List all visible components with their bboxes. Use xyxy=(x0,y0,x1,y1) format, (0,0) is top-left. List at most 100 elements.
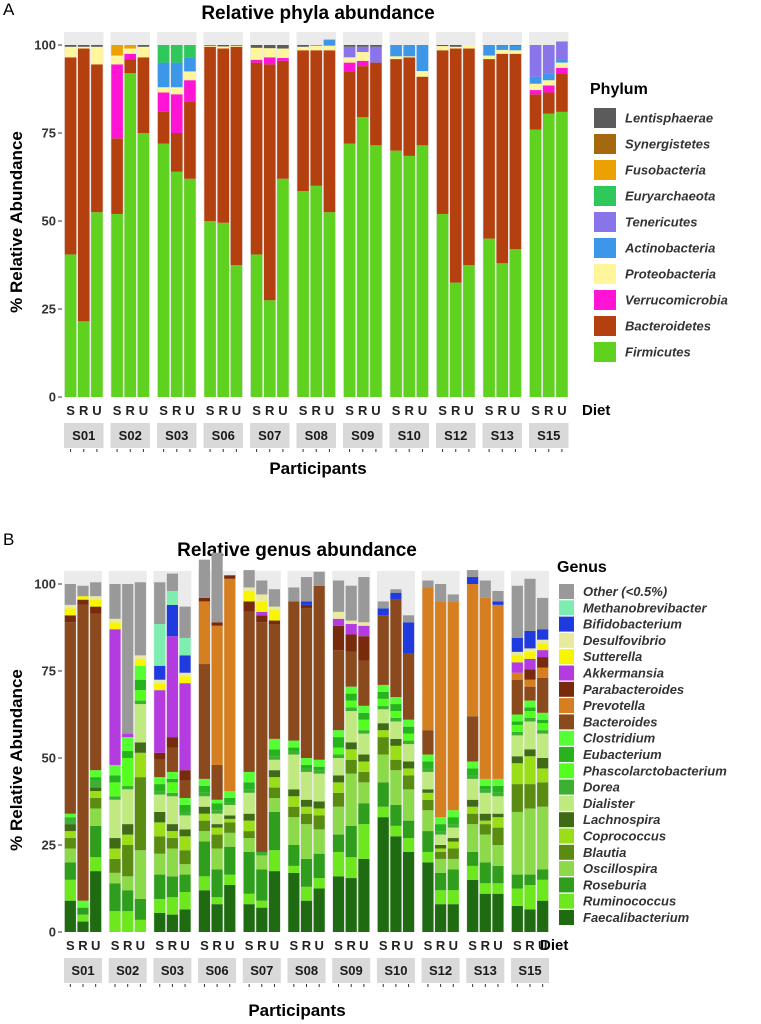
bar-segment-dorea xyxy=(492,792,504,797)
bar-segment-oscillospira xyxy=(447,858,459,870)
bar-segment-bacteroides xyxy=(402,653,415,720)
panel-a-y-axis-label: % Relative Abundance xyxy=(7,131,26,313)
bar-segment-bacteroidetes xyxy=(529,94,542,130)
legend-swatch-lachnospira xyxy=(559,812,574,828)
participant-strip xyxy=(64,958,102,983)
bar-segment-coprococcus xyxy=(332,782,345,793)
bar-segment-eubacterium xyxy=(198,785,211,793)
bar-segment-eubacterium xyxy=(268,749,281,757)
bar-segment-roseburia xyxy=(358,803,370,825)
bar-segment-bacteroides xyxy=(198,664,211,779)
bar-segment-proteobacteria xyxy=(323,45,336,51)
bar-segment-oscillospira xyxy=(90,808,102,826)
diet-tick-label: S xyxy=(392,403,401,418)
bar-segment-blautia xyxy=(537,782,549,807)
bar-segment-parabacteroides xyxy=(243,601,255,612)
bar-segment-lachnospira xyxy=(224,815,236,819)
bar-segment-faecalibacterium xyxy=(300,900,313,932)
legend-swatch-lentisphaerae xyxy=(594,108,616,128)
participant-label: S07 xyxy=(250,963,273,978)
bar-segment-proteobacteria xyxy=(343,57,356,63)
bar-segment-euryarchaeota xyxy=(170,45,183,63)
bar-segment-coprococcus xyxy=(122,834,134,845)
bar-segment-lachnospira xyxy=(64,824,76,832)
bar-segment-ruminococcus xyxy=(243,893,255,905)
bar-segment-oscillospira xyxy=(122,876,134,891)
bar-segment-roseburia xyxy=(268,811,281,851)
bar-segment-roseburia xyxy=(377,782,389,807)
bar-segment-oscillospira xyxy=(479,834,491,863)
diet-tick-label: U xyxy=(232,403,241,418)
bar-segment-ruminococcus xyxy=(179,891,191,910)
bar-segment-bacteroides xyxy=(313,585,325,760)
panel-a-title: Relative phyla abundance xyxy=(201,3,434,24)
legend-swatch-eubacterium xyxy=(559,747,574,762)
bar-segment-proteobacteria xyxy=(204,45,216,47)
bar-segment-desulfovibrio xyxy=(268,606,281,611)
bar-segment-eubacterium xyxy=(288,747,300,752)
bar-segment-eubacterium xyxy=(511,721,523,725)
bar-segment-firmicutes xyxy=(297,191,309,397)
bar-segment-other-0-5 xyxy=(402,615,415,623)
bar-segment-bacteroides xyxy=(390,599,402,698)
bar-segment-ruminococcus xyxy=(256,900,268,908)
bar-segment-other-0-5 xyxy=(122,584,134,734)
bar-segment-faecalibacterium xyxy=(467,879,479,932)
bar-segment-akkermansia xyxy=(154,690,166,753)
legend-label-roseburia: Roseburia xyxy=(583,877,647,892)
bar-segment-verrucomicrobia xyxy=(250,59,263,63)
panel-a-letter: A xyxy=(3,0,15,19)
bar-segment-tenericutes xyxy=(542,45,555,74)
bar-segment-phascolarctobacterium xyxy=(166,782,178,793)
bar-segment-other-0-5 xyxy=(211,552,223,623)
bar-segment-firmicutes xyxy=(217,222,230,397)
bar-segment-proteobacteria xyxy=(184,71,196,81)
bar-segment-coprococcus xyxy=(492,817,504,828)
bar-segment-lachnospira xyxy=(288,789,300,797)
diet-tick-label: U xyxy=(225,938,234,953)
bar-segment-verrucomicrobia xyxy=(542,85,555,93)
diet-tick-label: R xyxy=(405,403,415,418)
bar-segment-clostridium xyxy=(211,799,223,804)
bar-segment-bacteroidetes xyxy=(436,50,449,214)
bar-segment-coprococcus xyxy=(402,768,415,776)
panel-a-legend-title: Phylum xyxy=(590,81,648,98)
bar-segment-lachnospira xyxy=(154,811,166,823)
bar-segment-dialister xyxy=(211,813,223,825)
diet-tick-label: U xyxy=(464,403,473,418)
bar-segment-blautia xyxy=(377,737,389,755)
bar-segment-dialister xyxy=(166,796,178,825)
bar-segment-firmicutes xyxy=(230,265,243,397)
bar-segment-dorea xyxy=(313,770,325,774)
bar-segment-oscillospira xyxy=(422,810,434,832)
bar-segment-eubacterium xyxy=(90,777,102,781)
bar-segment-ruminococcus xyxy=(224,874,236,886)
bar-segment-methanobrevibacter xyxy=(154,624,166,666)
bar-segment-proteobacteria xyxy=(463,45,475,49)
bar-segment-lentisphaerae xyxy=(204,45,216,46)
participant-label: S15 xyxy=(518,963,541,978)
bar-segment-desulfovibrio xyxy=(537,639,549,644)
bar-segment-prevotella xyxy=(537,667,549,678)
diet-tick-label: S xyxy=(200,938,209,953)
legend-label-actinobacteria: Actinobacteria xyxy=(624,241,715,256)
bar-segment-other-0-5 xyxy=(109,584,121,619)
diet-tick-label: S xyxy=(334,938,343,953)
bar-segment-blautia xyxy=(422,799,434,811)
bar-segment-tenericutes xyxy=(356,46,369,53)
bar-segment-eubacterium xyxy=(358,712,370,720)
bar-segment-bacteroidetes xyxy=(416,76,429,146)
bar-segment-dorea xyxy=(332,754,345,758)
participant-label: S02 xyxy=(116,963,139,978)
bar-segment-other-0-5 xyxy=(90,582,102,597)
bar-segment-methanobrevibacter xyxy=(179,637,191,656)
bar-segment-ruminococcus xyxy=(288,865,300,873)
bar-segment-dialister xyxy=(358,733,370,755)
bar-segment-parabacteroides xyxy=(224,575,236,579)
participant-strip xyxy=(421,958,460,983)
bar-segment-coprococcus xyxy=(154,822,166,837)
legend-label-verrucomicrobia: Verrucomicrobia xyxy=(625,293,728,308)
bar-segment-ruminococcus xyxy=(358,824,370,859)
bar-segment-parabacteroides xyxy=(537,657,549,668)
diet-tick-label: S xyxy=(252,403,261,418)
